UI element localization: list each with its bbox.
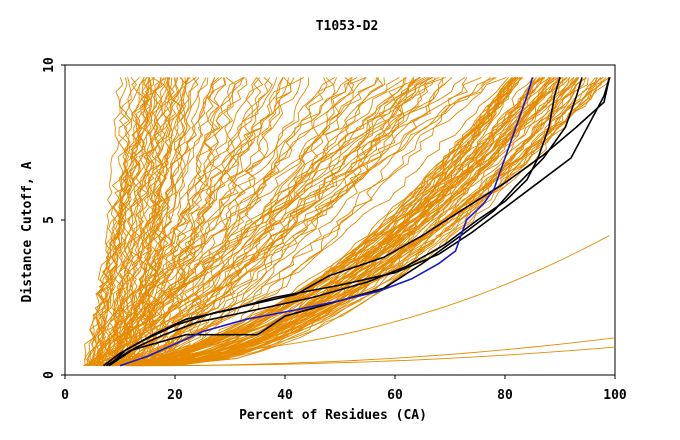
highlight-curve-black: [108, 77, 611, 367]
background-model-curves: [83, 76, 616, 367]
model-curve: [95, 77, 170, 366]
model-curve: [133, 77, 248, 366]
model-curve: [125, 77, 179, 366]
model-curve: [125, 337, 616, 367]
model-curve: [136, 77, 517, 367]
highlight-curve-blue: [119, 77, 534, 367]
model-curve: [161, 77, 444, 367]
model-curve: [142, 76, 440, 367]
model-curve: [131, 77, 328, 367]
model-curve: [171, 77, 518, 367]
x-axis-label: Percent of Residues (CA): [239, 408, 427, 423]
model-curve: [133, 77, 587, 367]
model-curve: [104, 77, 358, 367]
model-curve: [124, 77, 171, 366]
model-curve: [114, 77, 497, 367]
model-curve: [150, 77, 596, 367]
model-curve: [86, 77, 295, 367]
model-curve: [114, 77, 564, 367]
model-curve: [98, 77, 124, 366]
y-axis-label: Distance Cutoff, A: [20, 161, 35, 302]
model-curve: [165, 77, 535, 367]
model-curve: [86, 76, 507, 367]
x-tick-label: 60: [387, 388, 403, 403]
model-curve: [114, 235, 610, 357]
model-curve: [88, 77, 171, 366]
model-curve: [93, 77, 151, 366]
model-curve: [103, 77, 519, 367]
model-curve: [162, 77, 469, 367]
model-curve: [105, 77, 156, 366]
model-curve: [111, 77, 190, 366]
model-curve: [153, 77, 612, 367]
model-curve: [142, 77, 559, 367]
highlight-curve-black: [108, 77, 561, 367]
model-curve: [89, 77, 148, 366]
model-curve: [101, 77, 140, 366]
highlight-curve-black: [105, 77, 583, 367]
model-curve: [118, 77, 128, 366]
model-curve: [120, 77, 188, 367]
model-curve: [108, 77, 430, 367]
model-curve: [88, 77, 509, 367]
model-curve: [140, 77, 575, 367]
model-curve: [127, 77, 551, 367]
model-curve: [108, 77, 544, 367]
model-curve: [143, 77, 271, 366]
model-curve: [113, 77, 154, 366]
model-curve: [120, 77, 209, 367]
model-curve: [123, 77, 197, 366]
model-curve: [151, 77, 226, 366]
model-curve: [86, 77, 207, 366]
model-curve: [114, 77, 557, 367]
axis-ticks: 0 20 40 60 80 100 0 5 10: [42, 57, 627, 403]
model-curve: [112, 77, 168, 366]
y-tick-label: 5: [42, 216, 57, 224]
model-curve: [122, 77, 545, 367]
y-tick-label: 10: [42, 57, 57, 73]
model-curve: [147, 77, 384, 366]
model-curve: [121, 77, 405, 367]
y-tick-label: 0: [42, 371, 57, 379]
x-tick-label: 0: [61, 388, 69, 403]
x-tick-label: 80: [497, 388, 513, 403]
model-curve: [121, 77, 444, 367]
model-curve: [133, 77, 278, 366]
model-curve: [101, 77, 336, 367]
model-curve: [128, 77, 200, 366]
x-tick-label: 40: [277, 388, 293, 403]
model-curve: [131, 77, 546, 367]
highlight-curve-black: [103, 77, 611, 367]
model-curve: [135, 77, 514, 367]
model-curve: [93, 77, 352, 366]
x-tick-label: 20: [167, 388, 183, 403]
model-curve: [141, 77, 541, 367]
model-curve: [113, 77, 177, 366]
model-curve: [99, 77, 144, 366]
model-curve: [129, 77, 244, 367]
x-tick-label: 100: [603, 388, 627, 403]
model-curve: [118, 77, 292, 367]
highlighted-model-curves: [103, 77, 611, 367]
model-curve: [119, 77, 220, 366]
model-curve: [138, 77, 587, 367]
model-curve: [127, 77, 175, 366]
chart-title: T1053-D2: [316, 19, 379, 34]
model-curve: [91, 77, 137, 367]
model-curve: [112, 77, 353, 367]
